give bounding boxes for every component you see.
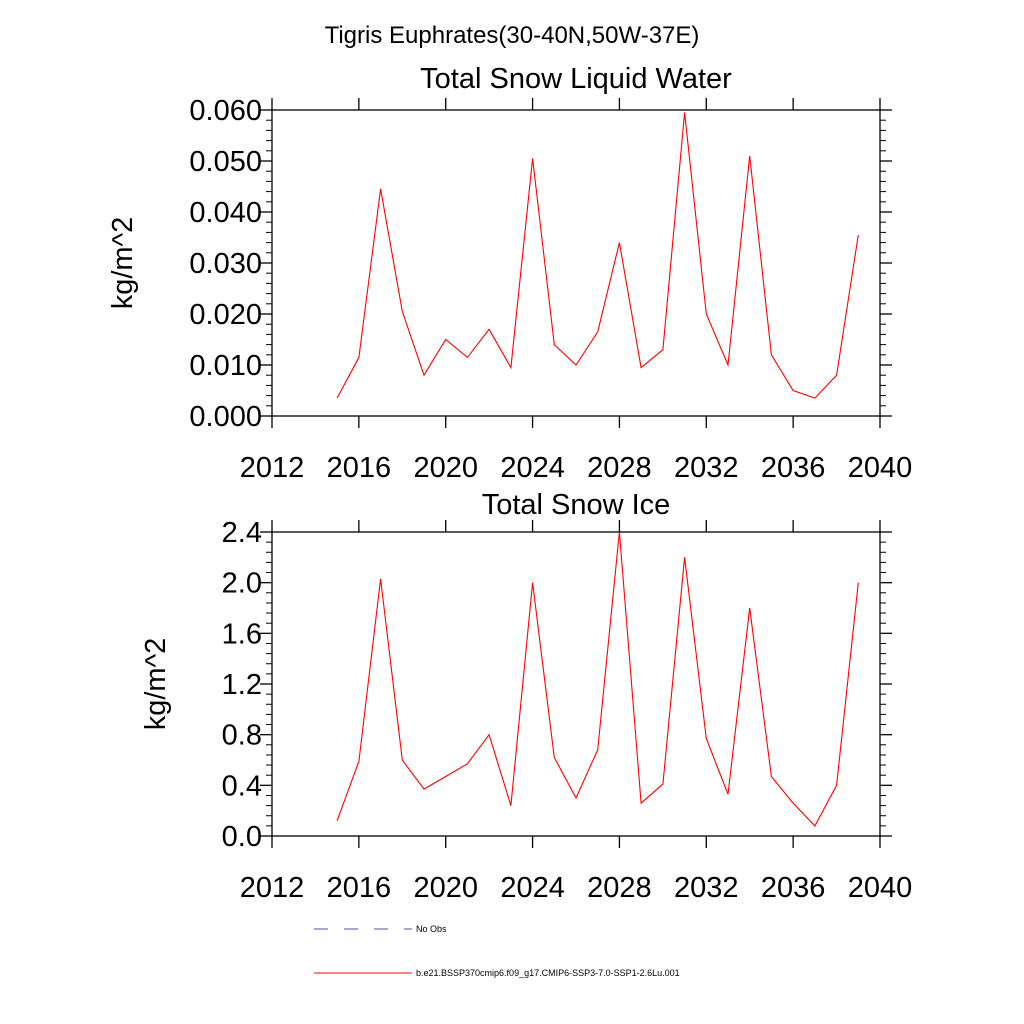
- y-tick-label: 2.0: [222, 568, 262, 600]
- x-tick-label: 2020: [413, 872, 478, 904]
- figure-title: Tigris Euphrates(30-40N,50W-37E): [325, 22, 700, 49]
- y-tick-label: 0.030: [189, 248, 262, 280]
- y-tick-label: 0.4: [222, 770, 262, 802]
- x-tick-label: 2032: [674, 452, 739, 484]
- x-tick-label: 2028: [587, 872, 652, 904]
- chart-title: Total Snow Liquid Water: [420, 63, 732, 95]
- x-tick-label: 2028: [587, 452, 652, 484]
- x-tick-label: 2040: [848, 872, 913, 904]
- y-axis-label: kg/m^2: [140, 638, 172, 731]
- y-tick-label: 1.2: [222, 669, 262, 701]
- y-tick-label: 0.050: [189, 146, 262, 178]
- plot-frame: [271, 531, 881, 837]
- y-tick-label: 2.4: [222, 517, 262, 549]
- x-tick-label: 2024: [500, 872, 565, 904]
- x-tick-label: 2012: [240, 452, 305, 484]
- plot-frame: [271, 109, 881, 417]
- legend-label: No Obs: [416, 924, 447, 934]
- y-tick-label: 0.060: [189, 95, 262, 127]
- y-tick-label: 0.020: [189, 299, 262, 331]
- x-tick-label: 2036: [761, 452, 826, 484]
- chart-panel-2: Total Snow Ice kg/m^2 2012 2016 2020 2024 2028…: [140, 489, 912, 904]
- legend-label: b.e21.BSSP370cmip6.f09_g17.CMIP6-SSP3-7.…: [416, 968, 680, 978]
- x-tick-label: 2016: [327, 872, 392, 904]
- chart-title: Total Snow Ice: [482, 489, 671, 521]
- y-axis-label: kg/m^2: [107, 217, 139, 310]
- x-tick-label: 2016: [327, 452, 392, 484]
- y-tick-label: 0.040: [189, 197, 262, 229]
- x-tick-label: 2012: [240, 872, 305, 904]
- x-tick-label: 2032: [674, 872, 739, 904]
- legend-item-1: No Obs: [314, 924, 447, 934]
- legend-item-2: b.e21.BSSP370cmip6.f09_g17.CMIP6-SSP3-7.…: [314, 968, 680, 978]
- series-line-1: [336, 112, 859, 399]
- x-tick-label: 2036: [761, 872, 826, 904]
- y-tick-label: 0.0: [222, 821, 262, 853]
- series-line-1: [336, 531, 859, 827]
- x-tick-label: 2020: [413, 452, 478, 484]
- y-tick-label: 0.000: [189, 401, 262, 433]
- y-tick-label: 0.8: [222, 720, 262, 752]
- y-tick-label: 0.010: [189, 350, 262, 382]
- x-tick-label: 2024: [500, 452, 565, 484]
- y-tick-label: 1.6: [222, 618, 262, 650]
- legend: No Obs b.e21.BSSP370cmip6.f09_g17.CMIP6-S…: [314, 924, 680, 978]
- x-tick-label: 2040: [848, 452, 913, 484]
- chart-panel-1: Total Snow Liquid Water kg/m^2 2012 2016 202…: [107, 63, 912, 484]
